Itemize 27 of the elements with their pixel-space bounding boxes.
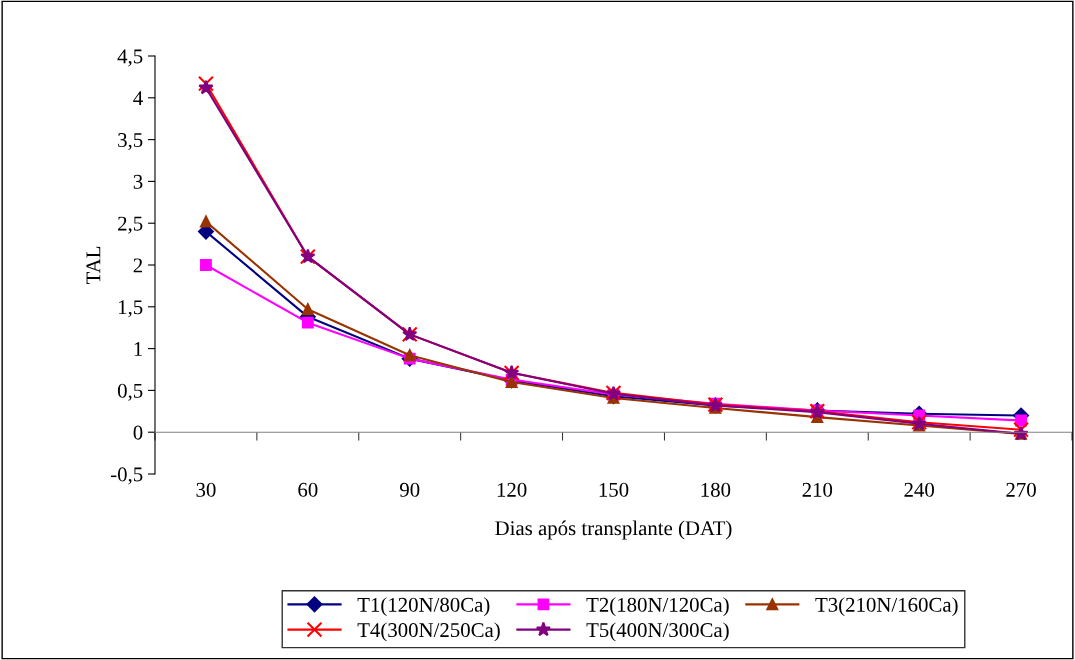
legend-label: T5(400N/300Ca)	[586, 622, 729, 642]
legend-label: T4(300N/250Ca)	[357, 622, 500, 642]
legend-label: T2(180N/120Ca)	[586, 597, 729, 617]
x-tick-label: 60	[298, 482, 318, 497]
y-tick-label: 1,5	[118, 300, 143, 318]
y-tick-label: 2,5	[118, 216, 143, 234]
y-tick-label: 1	[134, 342, 142, 356]
y-axis-title: TAL	[86, 246, 101, 285]
x-tick-label: 270	[1006, 482, 1036, 497]
x-tick-label: 30	[196, 482, 216, 497]
x-tick-label: 180	[701, 482, 731, 497]
x-tick-label: 120	[497, 482, 527, 497]
y-tick-label: 3	[133, 174, 143, 189]
legend-label: T1(120N/80Ca)	[357, 597, 490, 617]
x-tick-label: 210	[802, 482, 833, 497]
x-tick-label: 240	[904, 482, 934, 497]
x-tick-label: 150	[599, 482, 629, 497]
x-axis-title: Dias após transplante (DAT)	[495, 520, 732, 540]
x-tick-label: 90	[399, 482, 420, 497]
y-tick-label: 2	[133, 258, 143, 273]
y-tick-label: 0	[133, 425, 143, 440]
y-tick-label: 4	[133, 91, 143, 106]
y-tick-label: 4,5	[117, 49, 143, 67]
legend-label: T3(210N/160Ca)	[815, 597, 958, 617]
y-tick-label: 0,5	[117, 383, 143, 401]
y-tick-label: 3,5	[118, 133, 143, 151]
y-tick-label: -0,5	[110, 467, 143, 485]
